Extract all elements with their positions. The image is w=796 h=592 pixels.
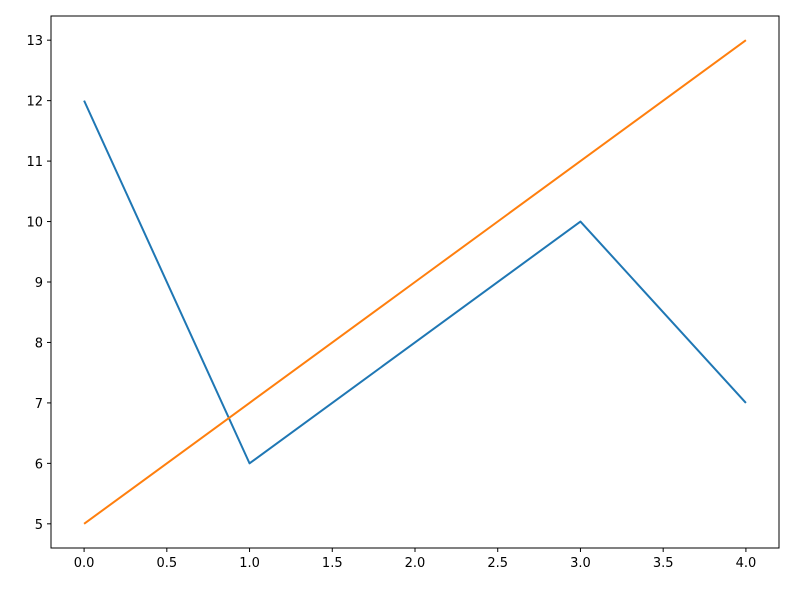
y-tick-label: 10 bbox=[26, 216, 43, 231]
y-tick-label: 5 bbox=[35, 518, 43, 533]
x-tick-label: 0.5 bbox=[156, 556, 177, 571]
y-tick-label: 9 bbox=[35, 276, 43, 291]
series-line-0 bbox=[83, 100, 747, 465]
x-tick-label: 0.0 bbox=[74, 556, 95, 571]
y-tick-label: 11 bbox=[26, 155, 43, 170]
x-tick-label: 2.5 bbox=[487, 556, 508, 571]
y-tick-label: 12 bbox=[26, 95, 43, 110]
y-tick-label: 13 bbox=[26, 34, 43, 49]
x-tick-label: 3.0 bbox=[570, 556, 591, 571]
y-tick-label: 8 bbox=[35, 336, 43, 351]
series-line-1 bbox=[83, 39, 747, 525]
y-tick-label: 6 bbox=[35, 457, 43, 472]
series-layer bbox=[83, 39, 747, 525]
x-axis: 0.0 0.5 1.0 1.5 2.0 2.5 3.0 3.5 4.0 bbox=[74, 548, 757, 571]
y-axis: 5 6 7 8 9 10 11 12 13 bbox=[26, 34, 51, 533]
x-tick-label: 1.0 bbox=[239, 556, 260, 571]
y-tick-label: 7 bbox=[35, 397, 43, 412]
x-tick-label: 4.0 bbox=[736, 556, 757, 571]
x-tick-label: 2.0 bbox=[405, 556, 426, 571]
x-tick-label: 3.5 bbox=[653, 556, 674, 571]
x-tick-label: 1.5 bbox=[322, 556, 343, 571]
